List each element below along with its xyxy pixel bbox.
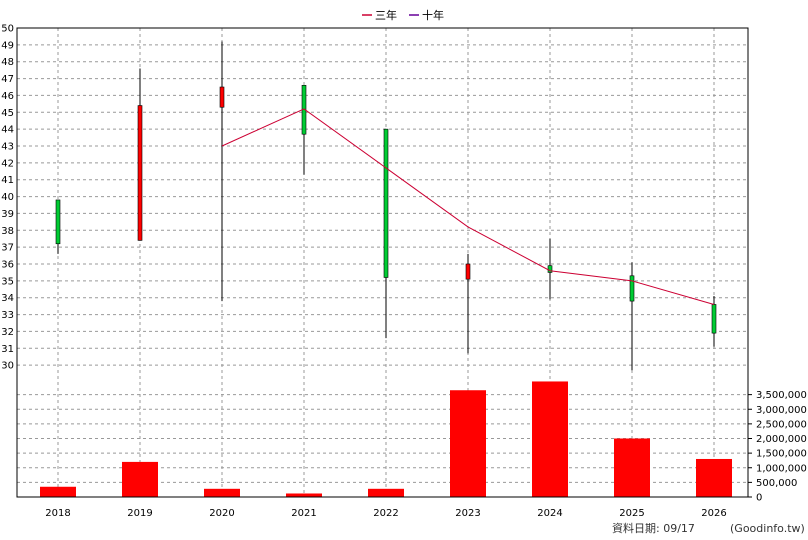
candle — [383, 128, 389, 339]
price-tick-label: 39 — [1, 209, 14, 220]
candle-body — [711, 304, 717, 334]
x-tick-label: 2024 — [537, 508, 562, 519]
volume-tick-label: 1,500,000 — [756, 449, 807, 460]
x-tick-label: 2025 — [619, 508, 644, 519]
price-tick-label: 46 — [1, 91, 14, 102]
volume-tick-label: 2,500,000 — [756, 419, 807, 430]
x-tick-label: 2019 — [127, 508, 152, 519]
legend-label: 三年 — [375, 8, 397, 22]
volume-axis-ticks: 0 500,000 1,000,000 1,500,000 2,000,000 2,500… — [748, 390, 807, 504]
price-tick-label: 37 — [1, 243, 14, 254]
plot-frame — [16, 27, 749, 498]
volume-tick-label: 3,500,000 — [756, 390, 807, 401]
volume-bar — [40, 486, 76, 497]
volume-bar — [532, 381, 568, 497]
price-tick-label: 43 — [1, 142, 14, 153]
x-tick-label: 2018 — [45, 508, 70, 519]
price-tick-label: 33 — [1, 310, 14, 321]
volume-bar — [368, 488, 404, 497]
price-tick-label: 35 — [1, 276, 14, 287]
volume-bar — [122, 461, 158, 497]
price-tick-label: 48 — [1, 57, 14, 68]
candle — [547, 238, 553, 300]
price-tick-label: 49 — [1, 40, 14, 51]
moving-average-lines — [221, 108, 715, 305]
candles — [55, 41, 717, 371]
volume-tick-label: 2,000,000 — [756, 434, 807, 445]
x-tick-label: 2020 — [209, 508, 234, 519]
footer-date: 資料日期: 09/17 — [612, 521, 695, 535]
legend-label: 十年 — [422, 8, 444, 22]
candle-body — [55, 199, 61, 245]
volume-bar — [204, 488, 240, 497]
volume-tick-label: 1,000,000 — [756, 463, 807, 474]
volume-tick-label: 3,000,000 — [756, 405, 807, 416]
price-tick-label: 44 — [1, 125, 14, 136]
candle — [219, 41, 225, 302]
price-tick-label: 45 — [1, 108, 14, 119]
candle — [629, 262, 635, 371]
price-axis-ticks: 30 31 32 33 34 35 36 37 38 39 40 41 42 43 44 45 46 47 48 49… — [1, 24, 14, 372]
price-tick-label: 30 — [1, 361, 14, 372]
ma-line-三年 — [221, 108, 715, 305]
candle-body — [219, 86, 225, 108]
price-tick-label: 32 — [1, 327, 14, 338]
candle — [465, 253, 471, 354]
x-axis-ticks: 2018 2019 2020 2021 2022 2023 2024 2025 2026 — [45, 508, 726, 519]
candle-body — [629, 275, 635, 302]
price-tick-label: 38 — [1, 226, 14, 237]
candle-body — [137, 105, 143, 241]
grid — [17, 27, 748, 497]
x-tick-label: 2026 — [701, 508, 726, 519]
price-tick-label: 42 — [1, 158, 14, 169]
candle — [55, 199, 61, 254]
volume-bar — [286, 493, 322, 497]
price-tick-label: 41 — [1, 175, 14, 186]
candle — [301, 85, 307, 175]
legend: 三年 十年 — [362, 8, 444, 22]
x-tick-label: 2021 — [291, 508, 316, 519]
volume-bar — [450, 390, 486, 497]
candle-body — [547, 265, 553, 273]
volume-bar — [696, 458, 732, 497]
footer-source: (Goodinfo.tw) — [730, 522, 805, 535]
price-tick-label: 34 — [1, 293, 14, 304]
price-tick-label: 50 — [1, 24, 14, 35]
volume-tick-label: 500,000 — [756, 478, 797, 489]
candle — [137, 68, 143, 241]
x-tick-label: 2023 — [455, 508, 480, 519]
candle-body — [383, 128, 389, 278]
volume-bars — [40, 381, 732, 497]
price-tick-label: 40 — [1, 192, 14, 203]
volume-tick-label: 0 — [756, 493, 762, 504]
price-tick-label: 47 — [1, 74, 14, 85]
volume-bar — [614, 438, 650, 497]
x-tick-label: 2022 — [373, 508, 398, 519]
price-tick-label: 31 — [1, 344, 14, 355]
price-tick-label: 36 — [1, 260, 14, 271]
candle-body — [465, 263, 471, 280]
